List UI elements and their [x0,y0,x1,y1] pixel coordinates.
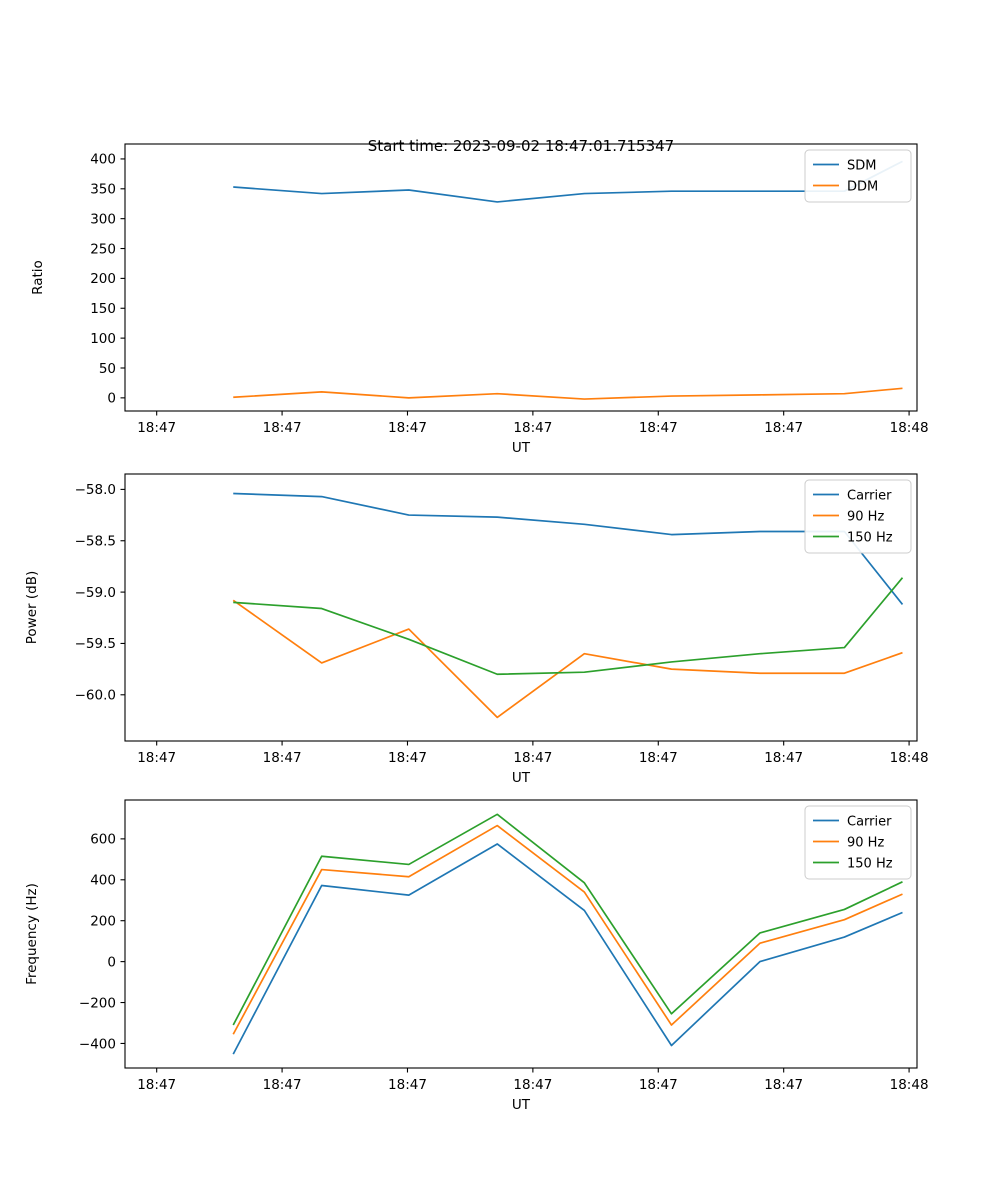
series-line-carrier [232,843,903,1055]
x-axis-label: UT [512,1097,531,1113]
y-tick-label: 200 [90,914,116,930]
y-axis-label: Power (dB) [24,571,40,644]
y-tick-label: −400 [79,1036,116,1052]
x-tick-label: 18:48 [890,750,929,766]
legend: Carrier 90 Hz 150 Hz [804,479,912,554]
x-tick-label: 18:47 [639,1077,678,1093]
x-tick-label: 18:47 [513,750,552,766]
legend-label-ddm: DDM [847,179,878,194]
y-tick-label: 0 [107,391,116,407]
x-axis-label: UT [512,440,531,456]
figure-title: Start time: 2023-09-02 18:47:01.715347 [368,137,674,155]
x-tick-label: 18:47 [388,750,427,766]
x-tick-label: 18:47 [639,420,678,436]
y-tick-label: −58.0 [75,482,116,498]
legend-box [804,149,912,203]
legend-label-sdm: SDM [847,158,876,173]
series-line-90-hz [232,824,903,1035]
plot-frame [124,143,918,412]
y-tick-label: 600 [90,832,116,848]
y-tick-label: −59.0 [75,585,116,601]
y-tick-label: 150 [90,301,116,317]
series-line-150-hz [232,813,903,1026]
legend-label-carrier: Carrier [847,814,892,829]
power-panel: −60.0 −59.5 −59.0 −58.5 −58.0 18:47 18:47 18:47… [24,473,929,786]
y-axis-label: Ratio [30,260,46,295]
x-tick-label: 18:47 [513,420,552,436]
series-line-90-hz [232,599,903,719]
legend-box [804,805,912,880]
series-line-150-hz [233,577,904,676]
y-tick-label: −60.0 [75,688,116,704]
y-tick-label: 350 [90,182,116,198]
y-tick-label: −58.5 [75,534,116,550]
series-line-ddm [233,387,903,400]
x-axis-label: UT [512,770,531,786]
legend: SDM DDM [804,149,912,203]
y-tick-label: 200 [90,271,116,287]
legend-label-90-hz: 90 Hz [847,835,884,850]
legend-label-90-hz: 90 Hz [847,509,884,524]
y-tick-label: −200 [79,995,116,1011]
y-tick-label: 50 [99,361,116,377]
y-tick-label: 400 [90,152,116,168]
y-tick-label: −59.5 [75,636,116,652]
x-tick-label: 18:47 [388,1077,427,1093]
x-tick-label: 18:47 [764,1077,803,1093]
y-tick-label: 100 [90,331,116,347]
legend: Carrier 90 Hz 150 Hz [804,805,912,880]
x-tick-label: 18:47 [639,750,678,766]
x-tick-label: 18:47 [764,420,803,436]
y-tick-label: 300 [90,211,116,227]
y-axis-label: Frequency (Hz) [24,883,40,985]
y-tick-label: 0 [107,954,116,970]
x-tick-label: 18:47 [513,1077,552,1093]
series-line-sdm [233,160,903,203]
legend-label-150-hz: 150 Hz [847,530,893,545]
frequency-panel: −400 −200 0 200 400 600 18:47 18:47 18:47 18:47 18… [24,799,929,1113]
x-tick-label: 18:47 [137,750,176,766]
x-tick-label: 18:47 [263,420,302,436]
data-area [232,813,903,1055]
x-tick-label: 18:48 [890,420,929,436]
x-tick-label: 18:47 [263,1077,302,1093]
data-area [233,160,903,400]
x-tick-label: 18:47 [137,1077,176,1093]
legend-box [804,479,912,554]
ratio-panel: Start time: 2023-09-02 18:47:01.715347 0 5… [30,137,929,456]
plot-frame [124,799,918,1069]
legend-label-carrier: Carrier [847,488,892,503]
legend-label-150-hz: 150 Hz [847,856,893,871]
x-tick-label: 18:48 [890,1077,929,1093]
x-tick-label: 18:47 [388,420,427,436]
plot-frame [124,473,918,742]
y-tick-label: 250 [90,241,116,257]
x-tick-label: 18:47 [263,750,302,766]
y-tick-label: 400 [90,873,116,889]
series-line-carrier [233,492,904,605]
data-area [232,492,904,719]
x-tick-label: 18:47 [764,750,803,766]
x-tick-label: 18:47 [137,420,176,436]
